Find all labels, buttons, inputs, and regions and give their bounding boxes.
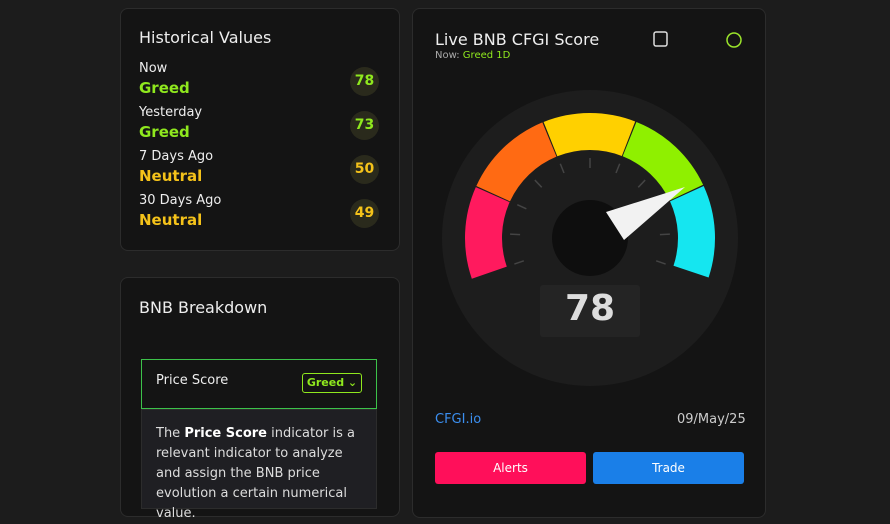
help-icon[interactable] — [727, 33, 741, 47]
trade-button[interactable]: Trade — [593, 452, 744, 484]
source-link[interactable]: CFGI.io — [435, 412, 481, 427]
date: 09/May/25 — [677, 412, 746, 427]
score: 78 — [540, 288, 640, 329]
embed-icon[interactable] — [654, 32, 667, 46]
gauge-segment — [544, 113, 636, 156]
alerts-button[interactable]: Alerts — [435, 452, 586, 484]
